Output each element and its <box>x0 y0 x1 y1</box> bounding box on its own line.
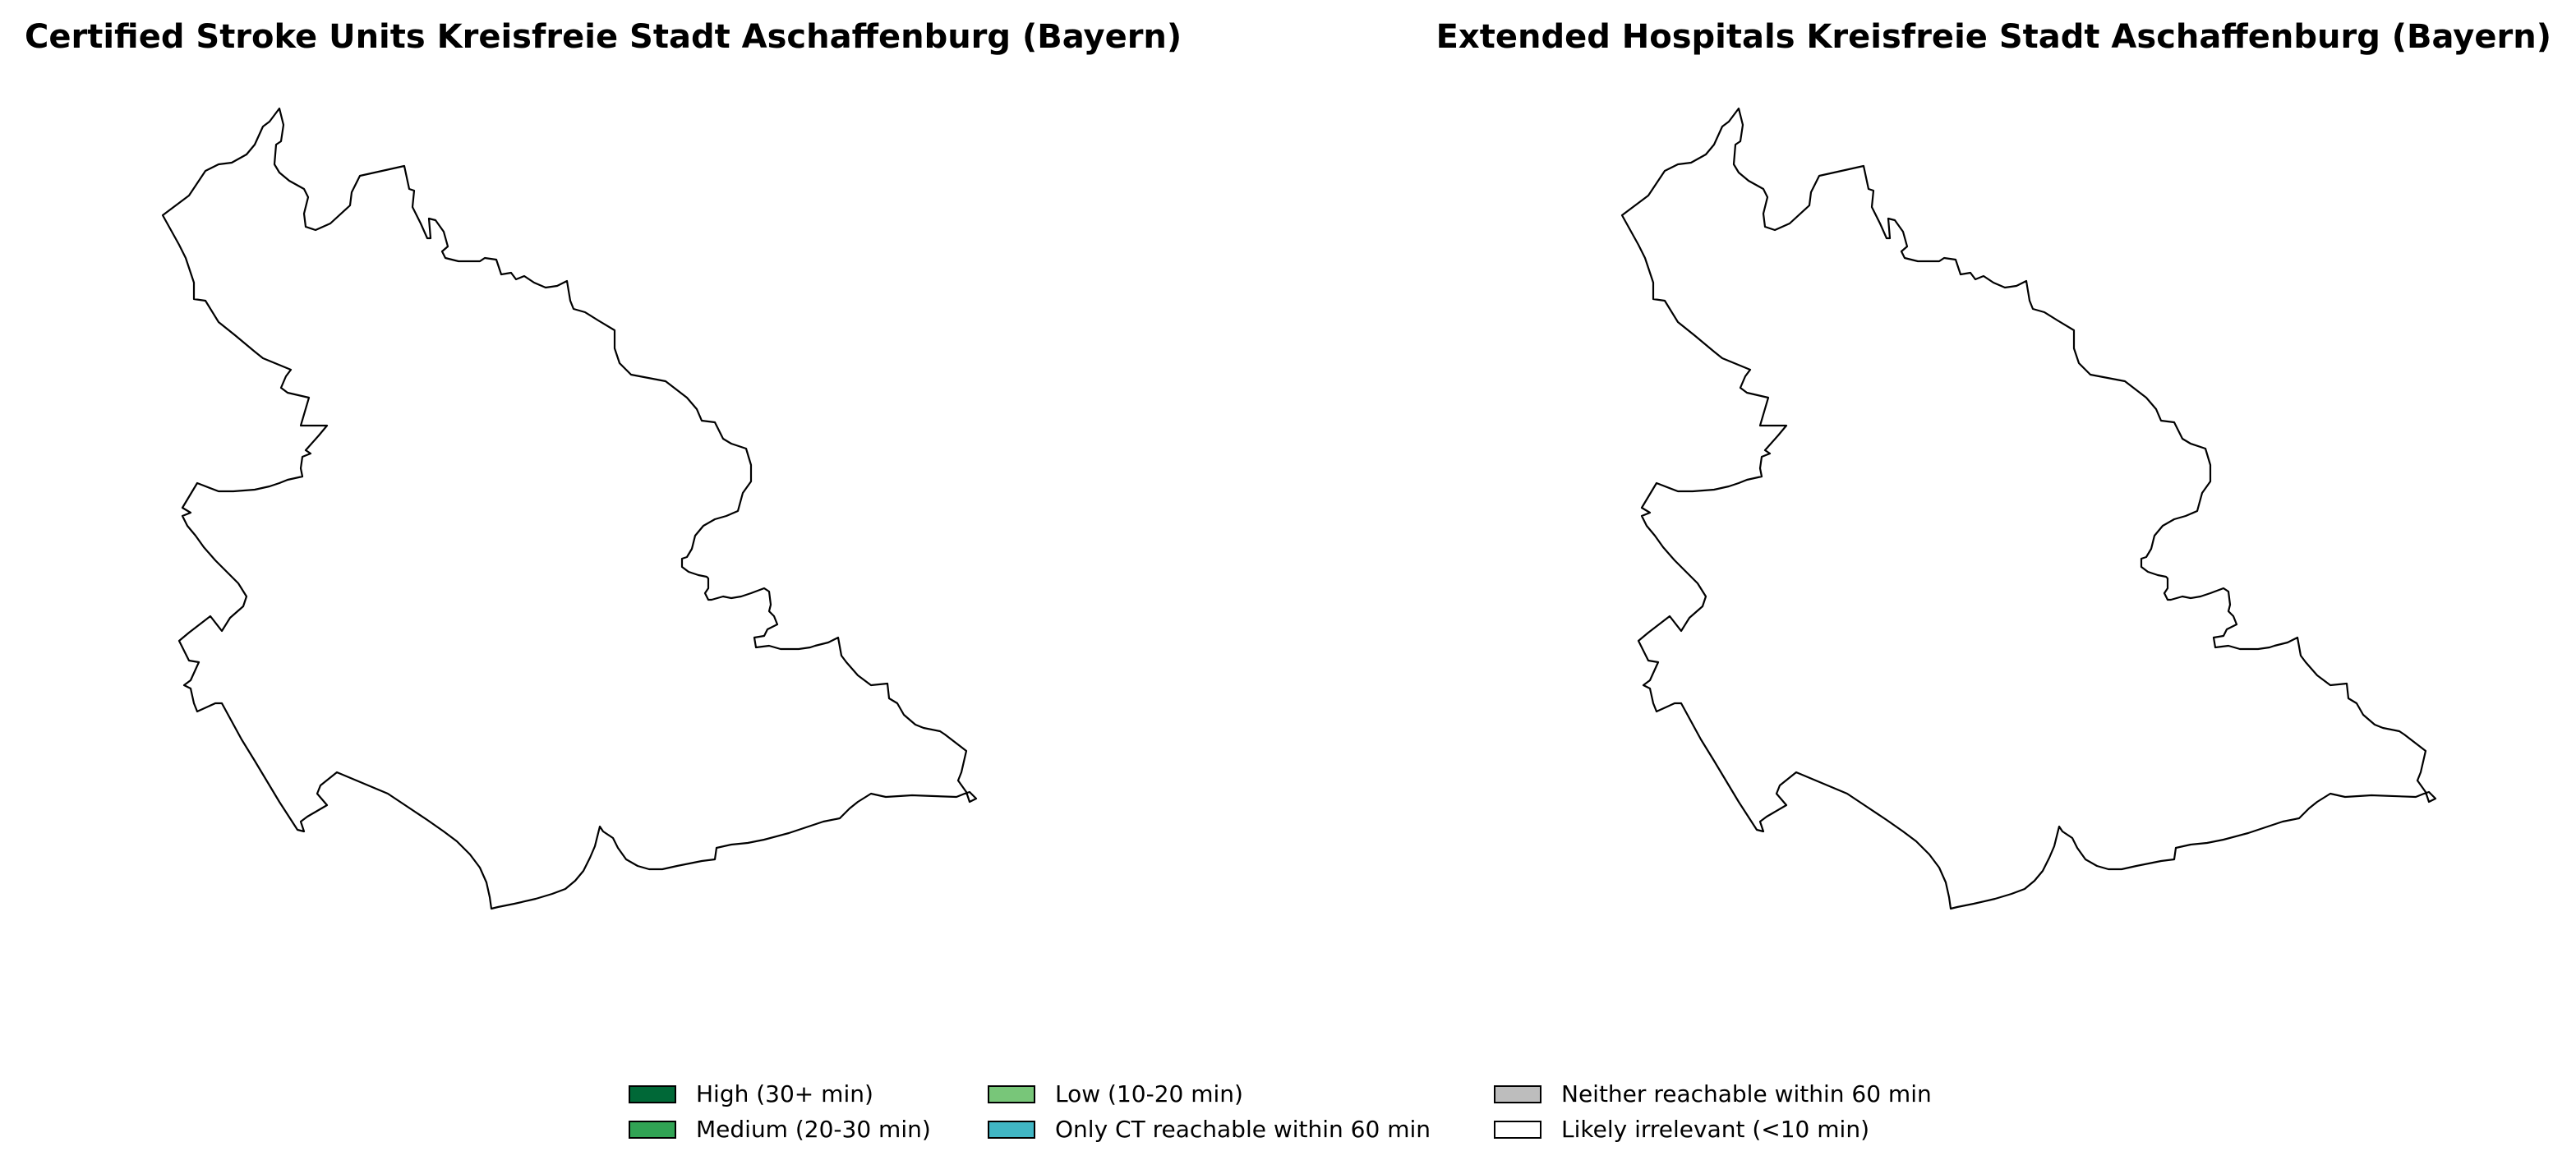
legend-item-high: High (30+ min) <box>629 1080 873 1109</box>
region-boundary-aschaffenburg <box>161 107 978 910</box>
map-stroke-units <box>161 107 978 910</box>
legend-swatch-high <box>629 1085 676 1103</box>
legend-item-neither: Neither reachable within 60 min <box>1494 1080 1932 1109</box>
legend-swatch-low <box>988 1085 1035 1103</box>
legend-label-neither: Neither reachable within 60 min <box>1561 1080 1932 1107</box>
legend-item-only-ct: Only CT reachable within 60 min <box>988 1115 1431 1144</box>
map-title-stroke-units: Certified Stroke Units Kreisfreie Stadt … <box>25 18 1182 56</box>
legend-label-irrelevant: Likely irrelevant (<10 min) <box>1561 1116 1869 1143</box>
legend-label-medium: Medium (20-30 min) <box>696 1116 931 1143</box>
legend-item-irrelevant: Likely irrelevant (<10 min) <box>1494 1115 1869 1144</box>
legend-label-high: High (30+ min) <box>696 1080 873 1107</box>
map-extended-hospitals <box>1620 107 2437 910</box>
region-boundary-aschaffenburg <box>1620 107 2437 910</box>
map-title-extended-hospitals: Extended Hospitals Kreisfreie Stadt Asch… <box>1435 18 2551 56</box>
legend-label-low: Low (10-20 min) <box>1055 1080 1243 1107</box>
legend: High (30+ min) Medium (20-30 min) Low (1… <box>624 1076 1972 1158</box>
legend-item-low: Low (10-20 min) <box>988 1080 1243 1109</box>
legend-swatch-irrelevant <box>1494 1121 1541 1139</box>
legend-swatch-medium <box>629 1121 676 1139</box>
legend-label-only-ct: Only CT reachable within 60 min <box>1055 1116 1431 1143</box>
legend-swatch-neither <box>1494 1085 1541 1103</box>
legend-item-medium: Medium (20-30 min) <box>629 1115 931 1144</box>
legend-swatch-only-ct <box>988 1121 1035 1139</box>
